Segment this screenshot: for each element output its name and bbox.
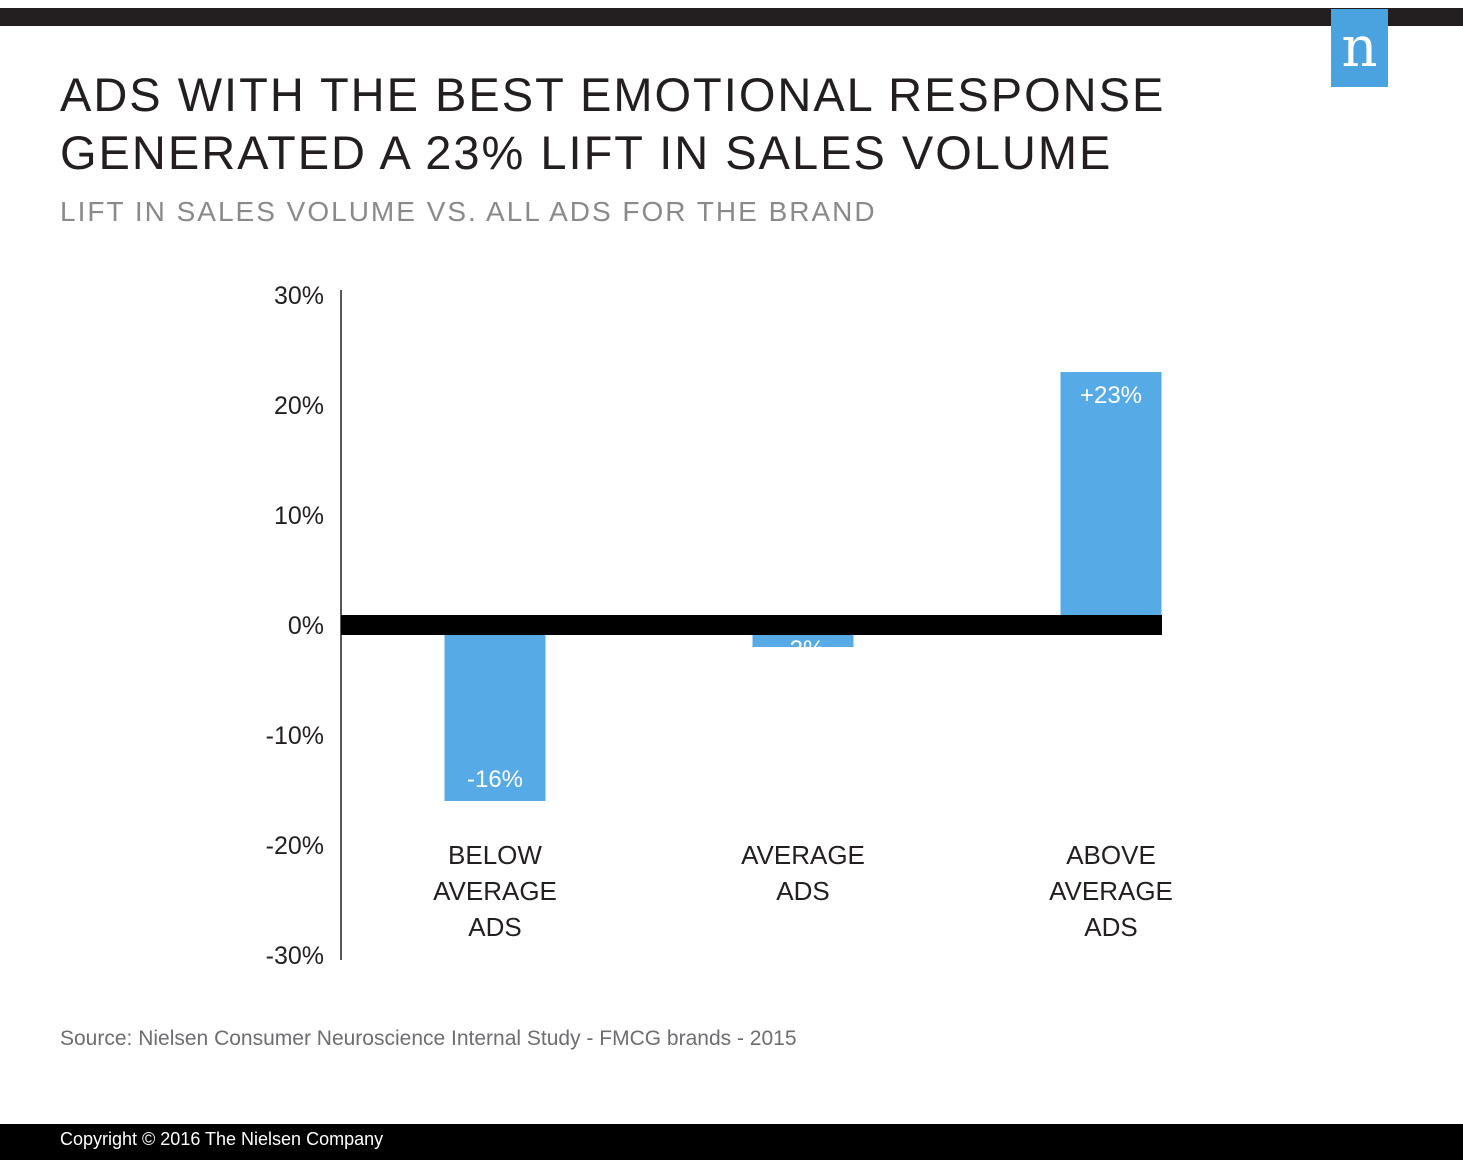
- category-label: ADS: [1084, 912, 1137, 942]
- title-line-1: ADS WITH THE BEST EMOTIONAL RESPONSE: [60, 68, 1166, 121]
- y-tick-label: 30%: [274, 282, 324, 310]
- bar: [1060, 372, 1162, 625]
- source-note: Source: Nielsen Consumer Neuroscience In…: [60, 1027, 797, 1050]
- footer-bar: [0, 1124, 1463, 1160]
- category-label: ADS: [468, 912, 521, 942]
- data-label: -16%: [467, 766, 523, 793]
- data-label: +23%: [1080, 382, 1142, 409]
- y-tick-label: 0%: [288, 612, 324, 640]
- chart-subtitle: LIFT IN SALES VOLUME VS. ALL ADS FOR THE…: [60, 196, 877, 227]
- y-tick-label: 10%: [274, 502, 324, 530]
- zero-line: [341, 615, 1162, 635]
- bar: [444, 625, 546, 801]
- category-label: AVERAGE: [433, 876, 557, 906]
- category-label: BELOW: [448, 840, 542, 870]
- category-label: AVERAGE: [1049, 876, 1173, 906]
- data-label: -2%: [782, 636, 825, 663]
- top-bar: [0, 8, 1463, 26]
- copyright-text: Copyright © 2016 The Nielsen Company: [60, 1129, 384, 1149]
- y-tick-label: -20%: [266, 832, 324, 860]
- category-label: ABOVE: [1066, 840, 1156, 870]
- y-tick-label: -10%: [266, 722, 324, 750]
- title-line-2: GENERATED A 23% LIFT IN SALES VOLUME: [60, 126, 1113, 179]
- bar-chart: 30% 20% 10% 0% -10% -20% -30% -16% -2% +23% BELOW A…: [266, 282, 1173, 970]
- logo-letter: n: [1341, 15, 1378, 80]
- category-label: ADS: [776, 876, 829, 906]
- y-tick-label: -30%: [266, 942, 324, 970]
- nielsen-logo: n: [1331, 9, 1388, 87]
- category-label: AVERAGE: [741, 840, 865, 870]
- y-tick-label: 20%: [274, 392, 324, 420]
- chart-title: ADS WITH THE BEST EMOTIONAL RESPONSE GEN…: [60, 66, 1260, 182]
